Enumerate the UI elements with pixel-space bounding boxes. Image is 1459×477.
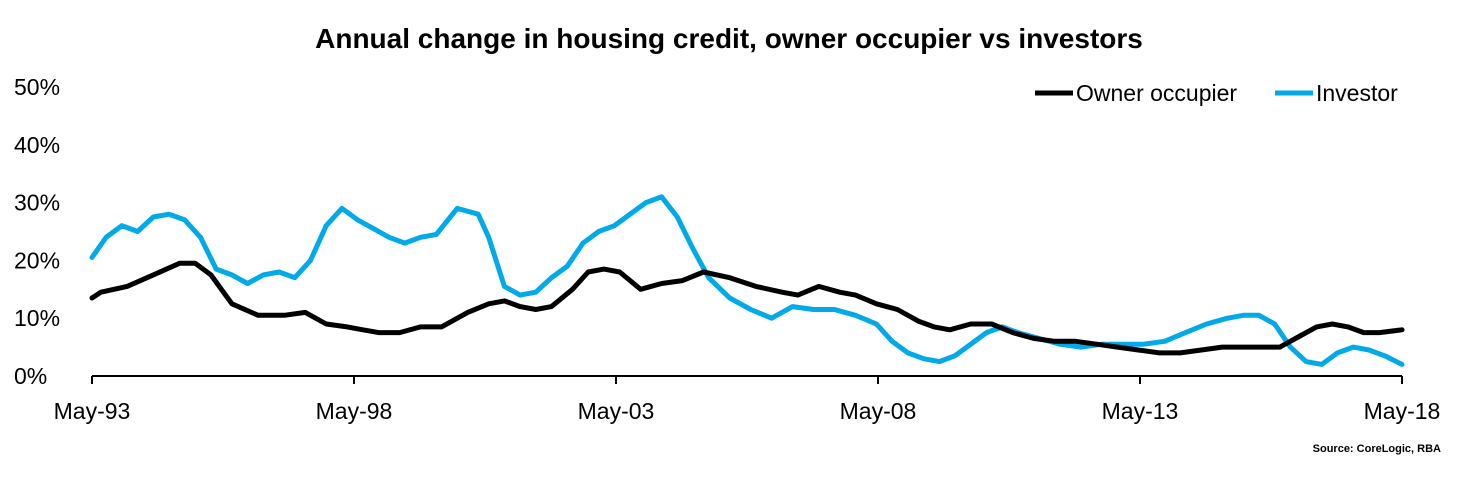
x-tick-label: May-93 bbox=[54, 398, 131, 424]
y-tick-label: 10% bbox=[14, 305, 60, 331]
y-axis-ticks: 0% 10% 20% 30% 40% 50% bbox=[14, 74, 60, 389]
series-lines bbox=[89, 194, 1405, 367]
x-tick-label: May-13 bbox=[1102, 398, 1179, 424]
y-tick-label: 30% bbox=[14, 190, 60, 216]
series-line-owner-occupier bbox=[89, 260, 1405, 356]
x-tick-label: May-98 bbox=[316, 398, 393, 424]
legend-label-investor: Investor bbox=[1316, 80, 1398, 106]
x-tick-label: May-18 bbox=[1364, 398, 1441, 424]
legend: Owner occupier Investor bbox=[1035, 80, 1398, 106]
legend-label-owner-occupier: Owner occupier bbox=[1076, 80, 1237, 106]
x-tick-label: May-03 bbox=[578, 398, 655, 424]
y-tick-label: 20% bbox=[14, 247, 60, 273]
chart-title: Annual change in housing credit, owner o… bbox=[315, 23, 1143, 54]
y-tick-label: 50% bbox=[14, 74, 60, 100]
series-line-investor bbox=[89, 194, 1405, 367]
x-tick-label: May-08 bbox=[840, 398, 917, 424]
x-axis: May-93 May-98 May-03 May-08 May-13 May-18 bbox=[54, 375, 1441, 424]
source-note: Source: CoreLogic, RBA bbox=[1313, 443, 1441, 455]
y-tick-label: 0% bbox=[14, 363, 47, 389]
y-tick-label: 40% bbox=[14, 132, 60, 158]
